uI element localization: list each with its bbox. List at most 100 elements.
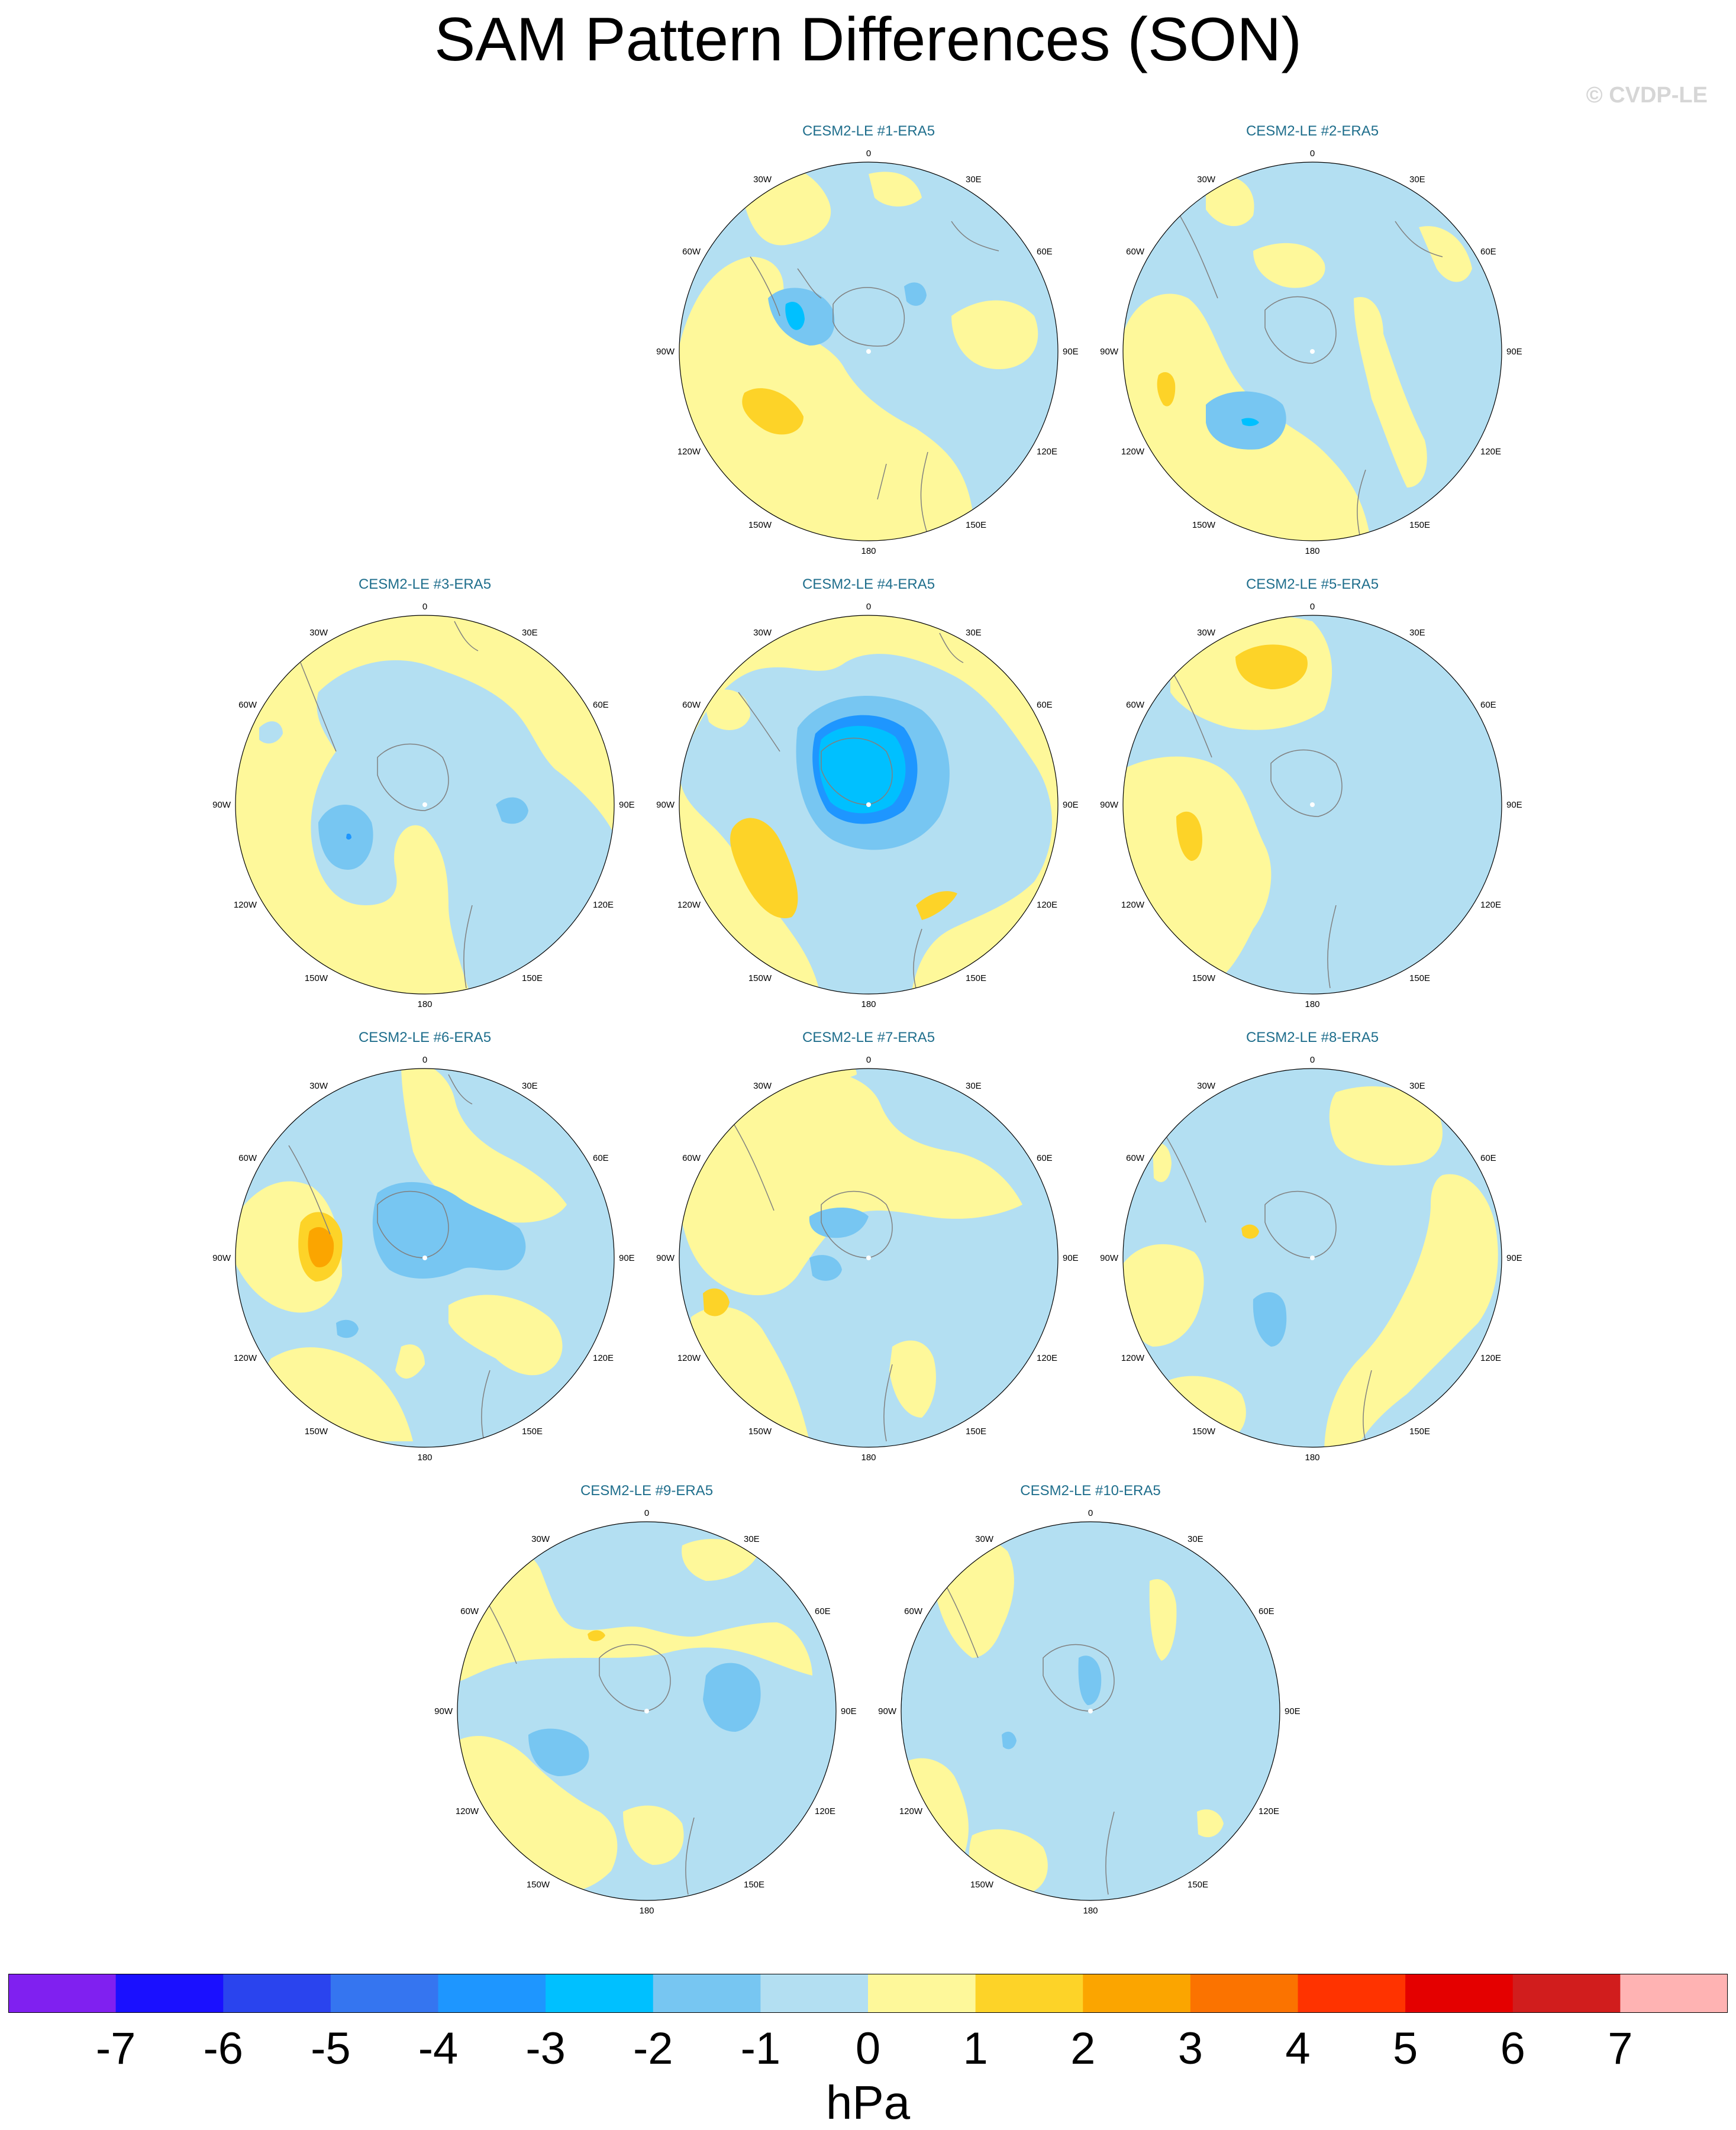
colorbar-box xyxy=(1083,1974,1191,2013)
longitude-labels: 0 30E 60E 90E 120E 150E 180 150W 120W 90… xyxy=(656,602,1079,1009)
lon-label-180: 180 xyxy=(1305,999,1319,1009)
lon-label-90e: 90E xyxy=(1506,347,1522,357)
lon-label-30e: 30E xyxy=(522,1081,538,1091)
lon-label-180: 180 xyxy=(1083,1906,1098,1916)
map-panel-2: CESM2-LE #2-ERA5 0 30E 60E 90E 120E 150E… xyxy=(1088,121,1537,570)
lon-label-60w: 60W xyxy=(682,1153,701,1163)
lon-label-60e: 60E xyxy=(593,700,609,710)
lon-label-150w: 150W xyxy=(527,1880,550,1890)
lon-label-120w: 120W xyxy=(234,1353,257,1363)
panel-title: CESM2-LE #8-ERA5 xyxy=(1245,1030,1379,1045)
lon-label-90e: 90E xyxy=(619,800,635,810)
lon-label-120e: 120E xyxy=(1480,447,1501,457)
lon-label-120w: 120W xyxy=(677,1353,701,1363)
colorbar-units: hPa xyxy=(825,2076,911,2129)
lon-label-180: 180 xyxy=(417,1453,432,1463)
lon-label-150w: 150W xyxy=(1192,973,1216,983)
lon-label-0: 0 xyxy=(866,602,871,612)
lon-label-0: 0 xyxy=(1310,149,1315,159)
panel-title: CESM2-LE #4-ERA5 xyxy=(802,576,935,592)
lon-label-60e: 60E xyxy=(1480,1153,1496,1163)
lon-label-180: 180 xyxy=(417,999,432,1009)
lon-label-120w: 120W xyxy=(677,447,701,457)
lon-label-0: 0 xyxy=(422,602,427,612)
panel-title: CESM2-LE #1-ERA5 xyxy=(802,123,935,139)
colorbar-box xyxy=(1620,1974,1728,2013)
colorbar-tick-label: -5 xyxy=(311,2024,351,2074)
lon-label-150e: 150E xyxy=(1409,973,1430,983)
lon-label-150e: 150E xyxy=(522,1427,543,1437)
colorbar-tick-label: -1 xyxy=(741,2024,781,2074)
colorbar-box xyxy=(1512,1974,1621,2013)
map-panel-5: CESM2-LE #5-ERA5 0 30E 60E 90E 120E 150E… xyxy=(1088,574,1537,1024)
lon-label-30e: 30E xyxy=(1409,628,1425,638)
panel-title: CESM2-LE #3-ERA5 xyxy=(358,576,492,592)
polar-map: 0 30E 60E 90E 120E 150E 180 150W 120W 90… xyxy=(878,1508,1301,1916)
lon-label-60w: 60W xyxy=(238,700,257,710)
lon-label-90e: 90E xyxy=(1063,347,1079,357)
polar-map: 0 30E 60E 90E 120E 150E 180 150W 120W 90… xyxy=(1100,602,1522,1009)
lon-label-60w: 60W xyxy=(1126,700,1145,710)
lon-label-60w: 60W xyxy=(682,700,701,710)
lon-label-120w: 120W xyxy=(456,1806,479,1816)
colorbar-tick-label: -6 xyxy=(203,2024,243,2074)
figure-title: SAM Pattern Differences (SON) xyxy=(434,5,1302,74)
lon-label-120e: 120E xyxy=(815,1806,835,1816)
lon-label-30e: 30E xyxy=(1409,1081,1425,1091)
colorbar: -7 -6 -5 -4 -3 -2 -1 0 1 2 3 4 5 6 7 xyxy=(8,1974,1728,2074)
lon-label-60w: 60W xyxy=(1126,247,1145,257)
colorbar-box xyxy=(115,1974,224,2013)
lon-label-90w: 90W xyxy=(1100,800,1119,810)
lon-label-30w: 30W xyxy=(1197,1081,1216,1091)
colorbar-box xyxy=(653,1974,761,2013)
lon-label-60e: 60E xyxy=(1037,1153,1053,1163)
lon-label-150e: 150E xyxy=(966,973,986,983)
lon-label-120e: 120E xyxy=(1037,900,1057,910)
lon-label-120e: 120E xyxy=(1037,1353,1057,1363)
lon-label-150e: 150E xyxy=(966,1427,986,1437)
panel-title: CESM2-LE #6-ERA5 xyxy=(358,1030,492,1045)
colorbar-tick-label: -2 xyxy=(633,2024,673,2074)
lon-label-150e: 150E xyxy=(744,1880,764,1890)
panel-title: CESM2-LE #10-ERA5 xyxy=(1020,1483,1161,1499)
colorbar-tick-label: 3 xyxy=(1178,2024,1203,2074)
longitude-labels: 0 30E 60E 90E 120E 150E 180 150W 120W 90… xyxy=(656,149,1079,556)
longitude-labels: 0 30E 60E 90E 120E 150E 180 150W 120W 90… xyxy=(1100,602,1522,1009)
colorbar-box xyxy=(1298,1974,1406,2013)
colorbar-tick-label: 1 xyxy=(963,2024,988,2074)
lon-label-150w: 150W xyxy=(970,1880,994,1890)
lon-label-90e: 90E xyxy=(1285,1706,1301,1716)
longitude-labels: 0 30E 60E 90E 120E 150E 180 150W 120W 90… xyxy=(212,602,635,1009)
lon-label-120w: 120W xyxy=(1121,900,1145,910)
polar-map: 0 30E 60E 90E 120E 150E 180 150W 120W 90… xyxy=(212,602,635,1009)
polar-map: 0 30E 60E 90E 120E 150E 180 150W 120W 90… xyxy=(434,1508,857,1916)
panel-title: CESM2-LE #9-ERA5 xyxy=(580,1483,714,1499)
lon-label-90w: 90W xyxy=(1100,1253,1119,1263)
colorbar-tick-label: 2 xyxy=(1070,2024,1095,2074)
lon-label-150w: 150W xyxy=(1192,520,1216,530)
lon-label-90e: 90E xyxy=(841,1706,857,1716)
lon-label-60w: 60W xyxy=(238,1153,257,1163)
lon-label-90w: 90W xyxy=(434,1706,453,1716)
lon-label-90w: 90W xyxy=(878,1706,897,1716)
lon-label-0: 0 xyxy=(866,149,871,159)
lon-label-60e: 60E xyxy=(1480,247,1496,257)
colorbar-box xyxy=(8,1974,117,2013)
lon-label-180: 180 xyxy=(639,1906,654,1916)
colorbar-tick-label: -7 xyxy=(96,2024,136,2074)
longitude-labels: 0 30E 60E 90E 120E 150E 180 150W 120W 90… xyxy=(434,1508,857,1916)
lon-label-30e: 30E xyxy=(966,628,982,638)
lon-label-120e: 120E xyxy=(1480,1353,1501,1363)
lon-label-30w: 30W xyxy=(1197,628,1216,638)
lon-label-120e: 120E xyxy=(593,900,614,910)
lon-label-120w: 120W xyxy=(899,1806,923,1816)
lon-label-60e: 60E xyxy=(1480,700,1496,710)
map-panel-8: CESM2-LE #8-ERA5 0 30E 60E 90E 120E 150E… xyxy=(1088,1027,1537,1477)
map-panel-1: CESM2-LE #1-ERA5 0 30E 60E 90E 120E 150E… xyxy=(644,121,1093,570)
lon-label-90w: 90W xyxy=(212,1253,231,1263)
colorbar-outline xyxy=(8,1974,1728,2013)
lon-label-30e: 30E xyxy=(1409,175,1425,185)
lon-label-120e: 120E xyxy=(1480,900,1501,910)
lon-label-90e: 90E xyxy=(1063,800,1079,810)
lon-label-180: 180 xyxy=(1305,546,1319,556)
